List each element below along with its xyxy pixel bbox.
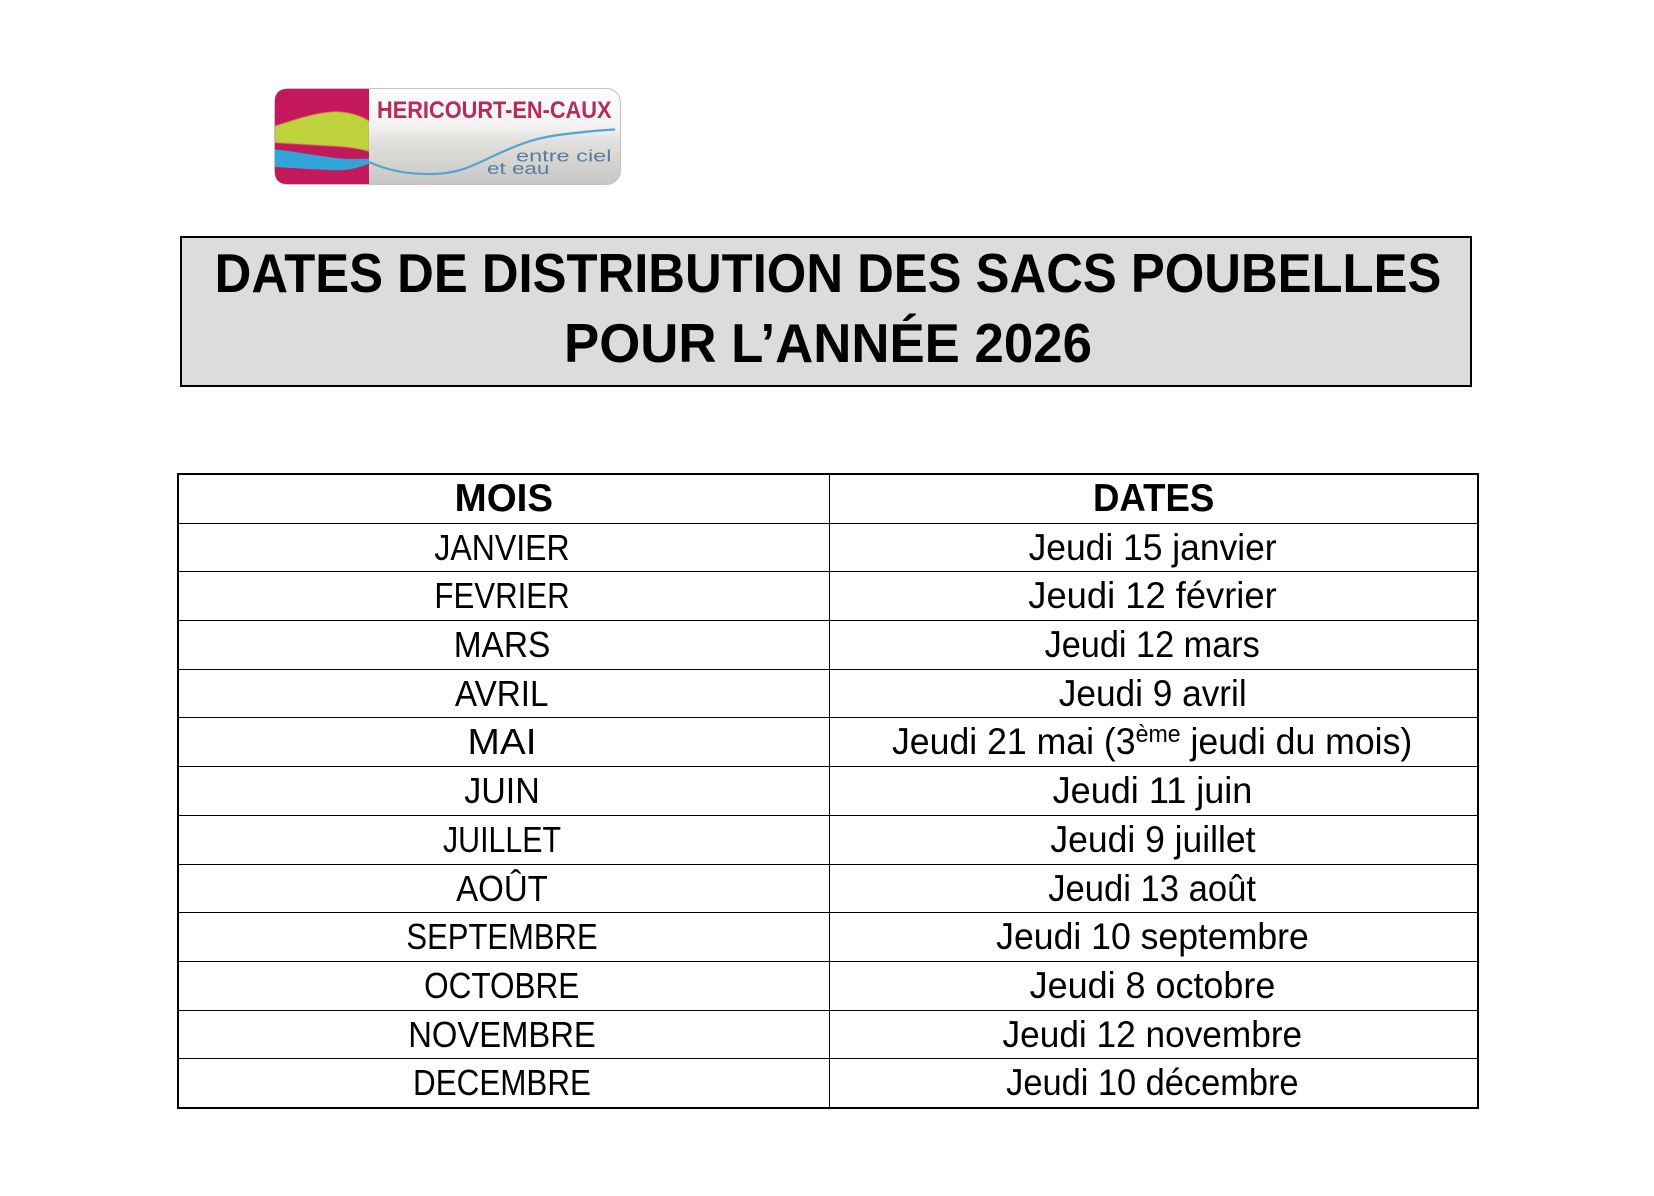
svg-text:et eau: et eau: [487, 160, 549, 178]
svg-text:entre ciel: entre ciel: [516, 148, 612, 166]
svg-text:HERICOURT-EN-CAUX: HERICOURT-EN-CAUX: [377, 98, 612, 124]
